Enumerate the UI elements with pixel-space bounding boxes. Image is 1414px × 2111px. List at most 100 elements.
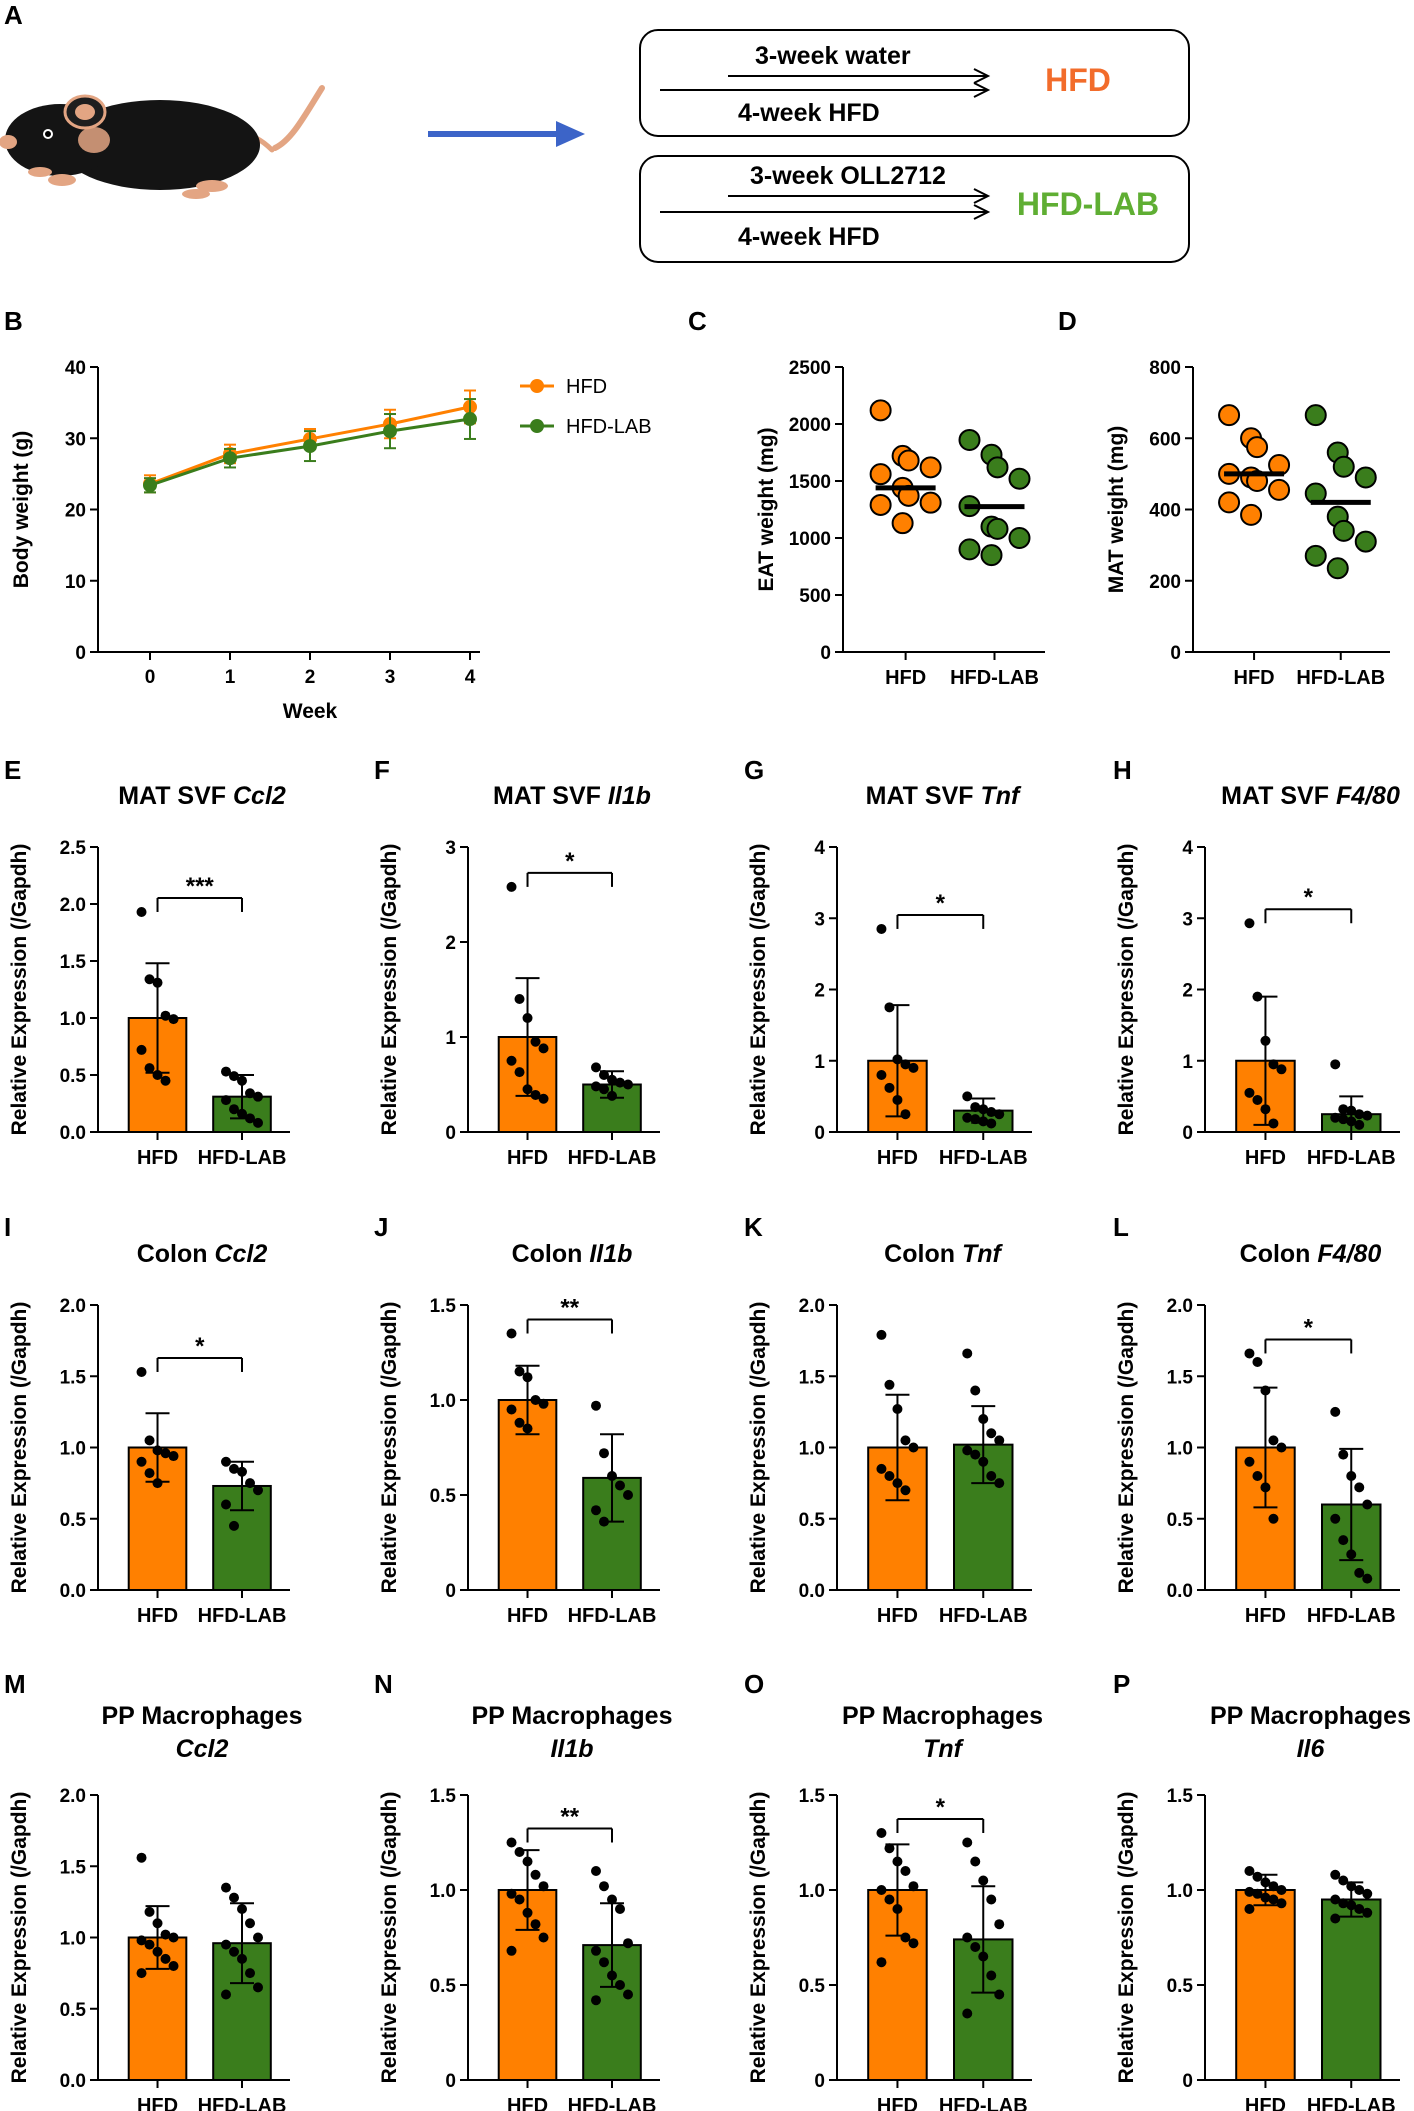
data-point — [522, 1856, 533, 1867]
x-tick-label: 2 — [305, 667, 316, 688]
data-point — [1244, 1904, 1255, 1914]
data-point — [223, 451, 237, 466]
data-point — [970, 1942, 981, 1952]
data-point — [876, 1828, 887, 1838]
data-point — [168, 1451, 179, 1462]
y-tick-label: 2 — [1182, 981, 1193, 1002]
data-point — [522, 1907, 533, 1918]
data-point — [892, 1856, 903, 1867]
data-point — [884, 1379, 895, 1390]
data-point — [1260, 1482, 1271, 1493]
chart-title-gene: Il1b — [608, 782, 651, 810]
data-point — [522, 1372, 533, 1383]
data-point — [253, 1932, 263, 1943]
panel-letter-k: K — [744, 1212, 763, 1242]
panel-letter-n: N — [374, 1669, 393, 1699]
y-tick-label: 0 — [1170, 643, 1181, 664]
chart-title-text: MAT SVF — [1221, 782, 1336, 810]
data-point — [876, 1463, 887, 1474]
y-tick-label: 0 — [75, 643, 86, 664]
data-point — [884, 1002, 895, 1013]
chart-title: MAT SVF Ccl2 — [118, 782, 286, 810]
data-point — [607, 1074, 617, 1085]
y-tick-label: 1.0 — [1167, 1881, 1193, 1902]
x-category-label: HFD-LAB — [1296, 667, 1385, 689]
data-point — [908, 1062, 919, 1073]
x-category-label: HFD — [1234, 667, 1275, 689]
data-point — [506, 1404, 517, 1415]
data-point — [599, 1448, 609, 1459]
data-point — [237, 1108, 247, 1119]
data-point — [1276, 1885, 1287, 1895]
significance-label: * — [936, 1794, 946, 1821]
data-point — [245, 1113, 255, 1124]
data-point — [876, 1329, 887, 1340]
data-point — [506, 1328, 517, 1339]
data-point — [884, 1843, 895, 1854]
chart-title-gene: Ccl2 — [214, 1240, 267, 1268]
data-point — [962, 2008, 973, 2019]
data-point — [615, 1904, 625, 1914]
data-point — [1354, 1567, 1365, 1578]
data-point — [1218, 491, 1241, 514]
data-point — [876, 1070, 887, 1080]
chart-h: H 0 1 2 3 4 Relative Expression (/Gapdh) HFD HFD… — [1113, 755, 1400, 1169]
data-point — [144, 1906, 155, 1917]
y-tick-label: 0 — [1182, 1123, 1193, 1144]
schematic-box-hfd-lab: 3-week OLL2712 4-week HFD HFD-LAB — [639, 155, 1190, 263]
data-point — [514, 1894, 525, 1905]
data-point — [1330, 1894, 1341, 1905]
significance-label: * — [195, 1333, 205, 1360]
data-point — [623, 1490, 633, 1500]
box1-top-text: 3-week water — [755, 42, 911, 70]
y-tick-label: 1.5 — [1167, 1367, 1194, 1388]
x-tick-label: 0 — [145, 667, 156, 688]
data-point — [530, 1089, 541, 1100]
data-point — [1354, 1109, 1365, 1120]
x-category-label: HFD-LAB — [1307, 2095, 1396, 2111]
y-tick-label: 0 — [445, 2071, 456, 2092]
y-tick-label: 400 — [1149, 501, 1181, 522]
data-point — [237, 1075, 247, 1086]
data-point — [962, 1112, 973, 1123]
data-point — [1332, 519, 1355, 542]
data-point — [229, 1463, 239, 1474]
panel-letter-d: D — [1058, 306, 1077, 336]
data-point — [383, 424, 397, 439]
panel-letter-e: E — [4, 755, 21, 785]
data-point — [237, 1466, 247, 1477]
chart-title-gene: Tnf — [923, 1735, 965, 1763]
data-point — [1276, 1064, 1287, 1075]
x-category-label: HFD — [877, 1605, 918, 1627]
data-point — [144, 1063, 155, 1074]
group-label-hfd: HFD — [1045, 62, 1111, 98]
data-point — [514, 1067, 525, 1078]
data-point — [1338, 1114, 1349, 1125]
data-point — [892, 1478, 903, 1489]
data-point — [900, 1059, 911, 1070]
x-category-label: HFD — [137, 2095, 178, 2111]
y-tick-label: 1.5 — [60, 1857, 87, 1878]
schematic-box-hfd: 3-week water 4-week HFD HFD — [639, 29, 1190, 137]
data-point — [1244, 1866, 1255, 1876]
y-tick-label: 4 — [814, 838, 825, 859]
y-tick-label: 3 — [1182, 909, 1193, 930]
data-point — [1008, 467, 1031, 490]
data-point — [1268, 478, 1291, 501]
data-point — [221, 1066, 231, 1077]
data-point — [900, 1485, 911, 1496]
x-category-label: HFD — [507, 2095, 548, 2111]
data-point — [1346, 1116, 1357, 1127]
data-point — [607, 1471, 617, 1481]
data-point — [530, 1036, 541, 1047]
data-point — [538, 1932, 549, 1943]
chart-title-gene: Il6 — [1297, 1735, 1326, 1763]
data-point — [994, 1109, 1005, 1120]
data-point — [980, 544, 1003, 567]
data-point — [522, 1423, 533, 1434]
data-point — [168, 1014, 179, 1025]
y-tick-label: 0.5 — [430, 1486, 457, 1507]
data-point — [538, 1881, 549, 1892]
data-point — [168, 1961, 179, 1971]
